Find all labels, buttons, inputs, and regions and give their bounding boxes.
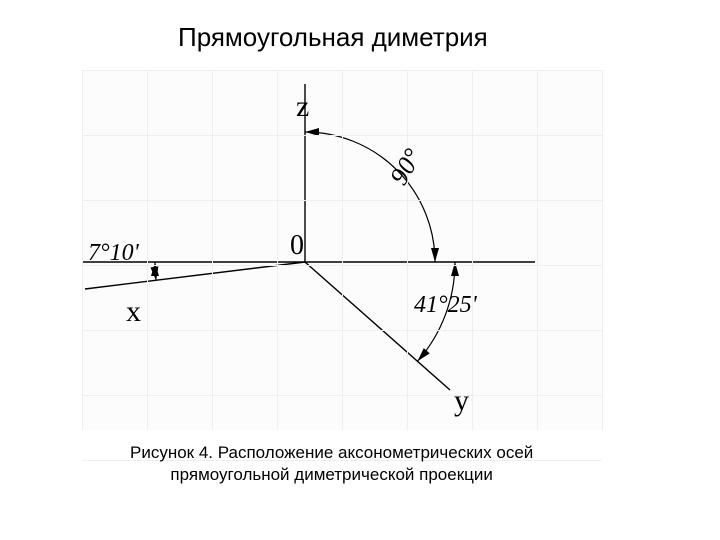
grid-vline xyxy=(537,70,538,430)
label-a41_25: 41°25' xyxy=(414,292,477,319)
label-zero: 0 xyxy=(290,230,304,262)
axis-y xyxy=(305,262,450,390)
label-a7_10: 7°10' xyxy=(88,240,139,267)
grid-hline xyxy=(82,265,602,266)
arc-arrowhead xyxy=(150,266,158,280)
grid-vline xyxy=(277,70,278,430)
label-y: y xyxy=(454,384,469,418)
grid-vline xyxy=(212,70,213,430)
arc-arrowhead xyxy=(417,348,429,361)
grid-hline xyxy=(82,200,602,201)
grid-vline xyxy=(472,70,473,430)
label-x: x xyxy=(126,295,141,329)
grid-vline xyxy=(342,70,343,430)
caption-line-2: прямоугольной диметрической проекции xyxy=(170,465,492,484)
grid-hline xyxy=(82,330,602,331)
figure-caption: Рисунок 4. Расположение аксонометрически… xyxy=(130,442,533,486)
grid-vline xyxy=(407,70,408,430)
grid-hline xyxy=(82,395,602,396)
grid-vline xyxy=(147,70,148,430)
arc-arrowhead xyxy=(431,248,439,262)
grid-vline xyxy=(602,70,603,430)
grid-vline xyxy=(82,70,83,430)
label-z: z xyxy=(296,90,309,124)
page-title: Прямоугольная диметрия xyxy=(178,22,488,53)
grid-hline xyxy=(82,135,602,136)
caption-line-1: Рисунок 4. Расположение аксонометрически… xyxy=(130,443,533,462)
grid-hline xyxy=(82,70,602,71)
diagram-area xyxy=(82,70,602,430)
